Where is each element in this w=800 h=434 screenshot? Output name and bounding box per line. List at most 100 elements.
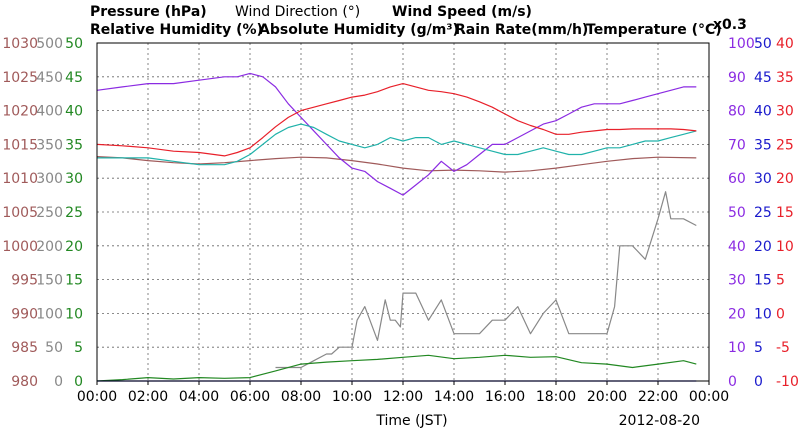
y-tick-label-rain-rate: 20 <box>754 239 772 255</box>
legend-relative-humidity: Relative Humidity (%) <box>90 22 263 38</box>
y-tick-label-relative-humidity: 90 <box>728 70 746 86</box>
y-tick-label-pressure: 1000 <box>2 239 38 255</box>
y-tick-label-relative-humidity: 100 <box>728 36 755 52</box>
y-tick-label-wind-direction: 0 <box>54 374 63 390</box>
y-tick-label-rain-rate: 5 <box>754 340 763 356</box>
y-tick-label-wind-speed: 15 <box>65 273 83 289</box>
y-tick-label-relative-humidity: 20 <box>728 306 746 322</box>
y-tick-label-wind-direction: 300 <box>36 171 63 187</box>
x-tick-label: 08:00 <box>281 389 321 405</box>
y-tick-label-wind-direction: 450 <box>36 70 63 86</box>
y-tick-label-rain-rate: 50 <box>754 36 772 52</box>
x-tick-label: 20:00 <box>587 389 627 405</box>
series-line-absolute-humidity-g-m-x0-3 <box>97 123 697 166</box>
x-tick-label: 14:00 <box>434 389 474 405</box>
y-tick-label-wind-speed: 0 <box>74 374 83 390</box>
x-tick-label: 12:00 <box>383 389 423 405</box>
y-tick-label-pressure: 1025 <box>2 70 38 86</box>
y-tick-label-temperature: 20 <box>776 171 794 187</box>
legend-wind-speed: Wind Speed (m/s) <box>392 4 532 20</box>
date-label: 2012-08-20 <box>619 413 700 429</box>
x-tick-label: 00:00 <box>77 389 117 405</box>
y-tick-label-wind-speed: 40 <box>65 104 83 120</box>
y-tick-label-relative-humidity: 70 <box>728 137 746 153</box>
y-tick-label-relative-humidity: 50 <box>728 205 746 221</box>
x-axis: 00:00 02:00 04:00 06:00 08:00 10:00 12:00 14:00… <box>77 381 729 405</box>
y-tick-label-rain-rate: 30 <box>754 171 772 187</box>
y-tick-label-temperature: -5 <box>776 340 790 356</box>
grid <box>97 43 709 381</box>
y-tick-label-wind-speed: 30 <box>65 171 83 187</box>
y-tick-label-wind-direction: 50 <box>45 340 63 356</box>
legend: Pressure (hPa) Wind Direction (°) Wind S… <box>90 4 747 38</box>
x-tick-label: 22:00 <box>638 389 678 405</box>
y-tick-label-pressure: 980 <box>11 374 38 390</box>
y-tick-label-relative-humidity: 0 <box>728 374 737 390</box>
y-tick-label-rain-rate: 40 <box>754 104 772 120</box>
x-tick-label: 10:00 <box>332 389 372 405</box>
y-tick-label-pressure: 1030 <box>2 36 38 52</box>
y-tick-label-temperature: 40 <box>776 36 794 52</box>
y-tick-label-wind-direction: 350 <box>36 137 63 153</box>
y-tick-label-temperature: 25 <box>776 137 794 153</box>
series-line-temperature-c <box>96 82 697 157</box>
y-tick-label-relative-humidity: 80 <box>728 104 746 120</box>
series-line-wind-speed-m-s <box>96 354 697 382</box>
y-tick-label-rain-rate: 10 <box>754 306 772 322</box>
y-tick-label-pressure: 1010 <box>2 171 38 187</box>
series-line-wind-direction <box>275 191 697 369</box>
y-tick-label-wind-speed: 35 <box>65 137 83 153</box>
plot-frame <box>96 42 710 382</box>
series-line-pressure-hpa <box>96 156 697 173</box>
y-tick-label-rain-rate: 15 <box>754 273 772 289</box>
y-tick-label-pressure: 990 <box>11 306 38 322</box>
y-tick-label-wind-direction: 250 <box>36 205 63 221</box>
y-tick-label-pressure: 1005 <box>2 205 38 221</box>
y-tick-label-wind-direction: 500 <box>36 36 63 52</box>
y-tick-label-relative-humidity: 30 <box>728 273 746 289</box>
x-tick-label: 18:00 <box>536 389 576 405</box>
y-tick-label-wind-speed: 50 <box>65 36 83 52</box>
y-tick-label-temperature: 10 <box>776 239 794 255</box>
x-tick-label: 00:00 <box>689 389 729 405</box>
legend-pressure: Pressure (hPa) <box>90 4 207 20</box>
y-tick-label-wind-speed: 45 <box>65 70 83 86</box>
y-tick-label-wind-direction: 200 <box>36 239 63 255</box>
y-tick-label-temperature: 15 <box>776 205 794 221</box>
y-tick-label-wind-direction: 100 <box>36 306 63 322</box>
y-tick-label-wind-speed: 10 <box>65 306 83 322</box>
x-tick-label: 04:00 <box>179 389 219 405</box>
y-tick-label-rain-rate: 35 <box>754 137 772 153</box>
y-tick-label-rain-rate: 45 <box>754 70 772 86</box>
y-tick-label-pressure: 1020 <box>2 104 38 120</box>
y-tick-label-pressure: 1015 <box>2 137 38 153</box>
y-tick-label-relative-humidity: 40 <box>728 239 746 255</box>
y-axes: 9809859909951000100510101015102010251030… <box>2 36 799 390</box>
x-tick-label: 02:00 <box>128 389 168 405</box>
y-tick-label-pressure: 995 <box>11 273 38 289</box>
y-tick-label-temperature: 35 <box>776 70 794 86</box>
y-tick-label-rain-rate: 0 <box>754 374 763 390</box>
x-axis-label: Time (JST) <box>375 413 447 429</box>
series-line-relative-humidity <box>96 72 697 196</box>
y-tick-label-pressure: 985 <box>11 340 38 356</box>
y-tick-label-temperature: 30 <box>776 104 794 120</box>
legend-absolute-humidity: Absolute Humidity (g/m³) <box>259 22 459 38</box>
y-tick-label-rain-rate: 25 <box>754 205 772 221</box>
y-tick-label-relative-humidity: 60 <box>728 171 746 187</box>
y-tick-label-wind-speed: 20 <box>65 239 83 255</box>
y-tick-label-temperature: 5 <box>776 273 785 289</box>
legend-rain-rate: Rain Rate(mm/h) <box>455 22 588 38</box>
y-tick-label-wind-speed: 5 <box>74 340 83 356</box>
y-tick-label-temperature: -10 <box>776 374 799 390</box>
x-tick-label: 16:00 <box>485 389 525 405</box>
y-tick-label-wind-direction: 400 <box>36 104 63 120</box>
legend-wind-direction: Wind Direction (°) <box>235 4 360 20</box>
series-lines <box>96 72 697 382</box>
legend-temperature: Temperature (°C) <box>586 22 722 38</box>
y-tick-label-relative-humidity: 10 <box>728 340 746 356</box>
legend-scale-note: x0.3 <box>713 17 747 33</box>
x-tick-label: 06:00 <box>230 389 270 405</box>
y-tick-label-temperature: 0 <box>776 306 785 322</box>
